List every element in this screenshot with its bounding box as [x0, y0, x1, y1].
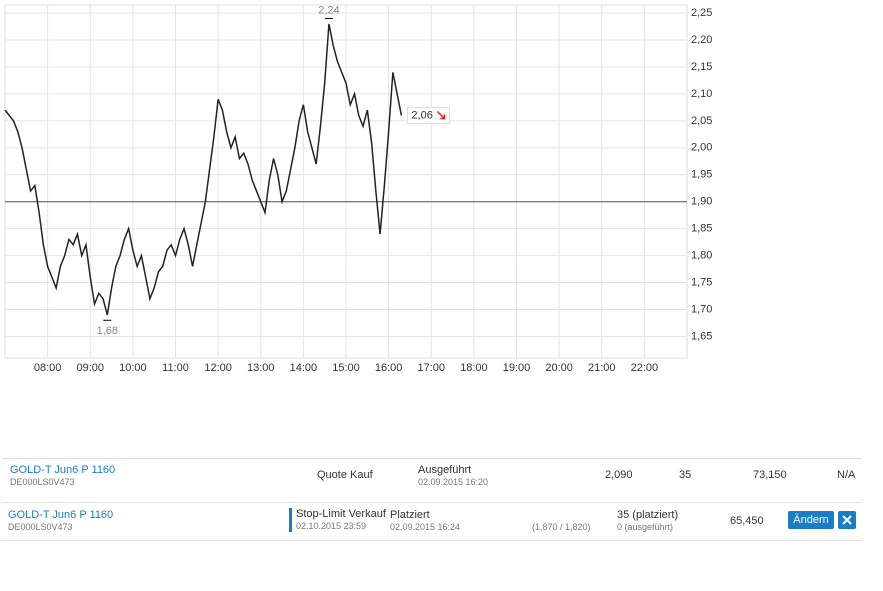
x-tick-label: 16:00: [375, 362, 403, 374]
x-tick-label: 17:00: [417, 362, 445, 374]
total: 65,450: [730, 515, 764, 527]
status: Ausgeführt: [418, 464, 472, 476]
chart: 1,65 1,70 1,75 1,80 1,85 1,90 1,95 2,00 2,05 2,10…: [4, 4, 712, 374]
limits: (1,870 / 1,820): [532, 522, 591, 532]
trend-arrow: [436, 110, 446, 120]
y-tick-label: 1,80: [691, 250, 712, 262]
x-tick-label: 21:00: [588, 362, 616, 374]
cancel-button[interactable]: [838, 511, 856, 529]
x-tick-label: 13:00: [247, 362, 275, 374]
x-tick-label: 14:00: [290, 362, 318, 374]
x-tick-label: 20:00: [545, 362, 573, 374]
y-tick-label: 1,70: [691, 303, 712, 315]
x-tick-label: 10:00: [119, 362, 147, 374]
extra: N/A: [837, 469, 856, 481]
y-tick-label: 2,00: [691, 142, 712, 154]
x-tick-label: 18:00: [460, 362, 488, 374]
total: 73,150: [753, 469, 787, 481]
y-tick-label: 2,10: [691, 88, 712, 100]
y-tick-label: 1,85: [691, 223, 712, 235]
x-tick-label: 11:00: [162, 362, 189, 374]
y-tick-label: 1,95: [691, 169, 712, 181]
low-label: 1,68: [97, 325, 118, 337]
edit-button[interactable]: Ändern: [788, 511, 834, 529]
y-tick-label: 2,15: [691, 61, 712, 73]
x-tick-label: 12:00: [204, 362, 232, 374]
executed: 0 (ausgeführt): [617, 522, 674, 532]
y-tick-label: 1,65: [691, 330, 712, 342]
y-tick-label: 2,05: [691, 115, 712, 127]
row-divider: [2, 458, 862, 459]
type-marker: [289, 508, 292, 532]
row-divider: [2, 540, 862, 541]
row-divider: [2, 502, 862, 503]
isin: DE000LS0V473: [8, 522, 73, 532]
last-price-box: [406, 106, 450, 124]
price: 2,090: [605, 469, 633, 481]
x-tick-label: 08:00: [34, 362, 62, 374]
y-tick-label: 1,90: [691, 196, 712, 208]
quantity: 35: [679, 469, 692, 481]
order-type: Quote Kauf: [317, 469, 373, 481]
high-label: 2,24: [318, 4, 339, 16]
order-type: Stop-Limit Verkauf: [296, 508, 386, 520]
date: 02.09.2015 16:24: [390, 522, 461, 532]
placed: 35 (platziert): [617, 509, 679, 521]
status: Platziert: [390, 509, 430, 521]
price-line: [4, 23, 403, 316]
y-tick-label: 2,25: [691, 7, 712, 19]
x-tick-label: 15:00: [332, 362, 360, 374]
date: 02.09.2015 16:20: [418, 477, 489, 487]
order-name[interactable]: GOLD-T Jun6 P 1160: [8, 509, 114, 521]
x-tick-label: 22:00: [631, 362, 659, 374]
isin: DE000LS0V473: [10, 477, 75, 487]
x-tick-label: 19:00: [503, 362, 531, 374]
validity: 02.10.2015 23:59: [296, 521, 367, 531]
last-price-label: 2,06: [411, 109, 432, 121]
order-name[interactable]: GOLD-T Jun6 P 1160: [10, 464, 116, 476]
y-tick-label: 2,20: [691, 34, 712, 46]
x-tick-label: 09:00: [76, 362, 104, 374]
y-tick-label: 1,75: [691, 276, 712, 288]
